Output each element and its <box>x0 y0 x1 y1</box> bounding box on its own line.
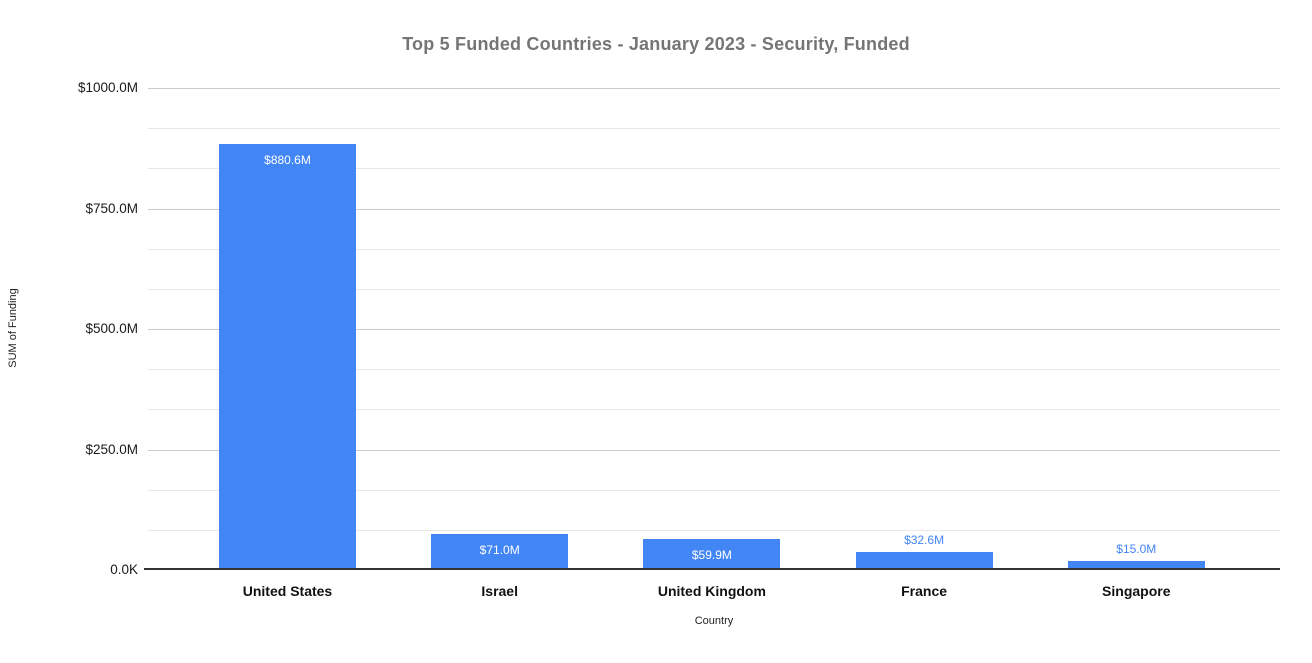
gridline-minor <box>148 168 1280 170</box>
gridline-minor <box>148 369 1280 371</box>
gridline-minor <box>148 409 1280 411</box>
gridline-minor <box>148 529 1280 531</box>
bar-value-label: $71.0M <box>479 542 520 557</box>
y-tick-label: $1000.0M <box>77 80 138 95</box>
y-tick-label: 0.0K <box>110 562 138 577</box>
x-category-label-france: France <box>901 583 948 599</box>
x-category-label-united-states: United States <box>242 583 333 599</box>
x-axis-title: Country <box>694 615 734 627</box>
gridline-major <box>148 88 1280 89</box>
gridline-minor <box>148 288 1280 290</box>
bar-israel[interactable] <box>431 533 569 568</box>
bar-united-states[interactable] <box>219 143 356 568</box>
x-axis-line <box>144 568 1280 570</box>
bar-united-kingdom[interactable] <box>643 539 781 568</box>
gridline-minor <box>148 489 1280 491</box>
gridline-major <box>148 208 1280 210</box>
x-category-label-united-kingdom: United Kingdom <box>657 583 766 599</box>
gridline-major <box>148 449 1280 451</box>
y-tick-label: $500.0M <box>85 321 138 336</box>
chart-title: Top 5 Funded Countries - January 2023 - … <box>402 34 910 54</box>
bar-value-label: $59.9M <box>691 548 732 563</box>
y-tick-label: $250.0M <box>85 441 138 457</box>
x-category-label-singapore: Singapore <box>1102 583 1171 599</box>
bar-value-label: $32.6M <box>904 533 945 548</box>
bar-value-label: $880.6M <box>264 152 311 167</box>
bar-value-label: $15.0M <box>1116 541 1157 556</box>
bar-singapore[interactable] <box>1067 560 1205 568</box>
gridline-minor <box>148 128 1280 130</box>
gridline-major <box>148 329 1280 330</box>
gridline-minor <box>148 248 1280 250</box>
plot-area: $880.6M United States $71.0M Israel $59.9M Un… <box>144 88 1280 599</box>
bar-france[interactable] <box>855 552 993 568</box>
x-category-label-israel: Israel <box>481 583 518 599</box>
y-tick-label: $750.0M <box>85 200 138 216</box>
